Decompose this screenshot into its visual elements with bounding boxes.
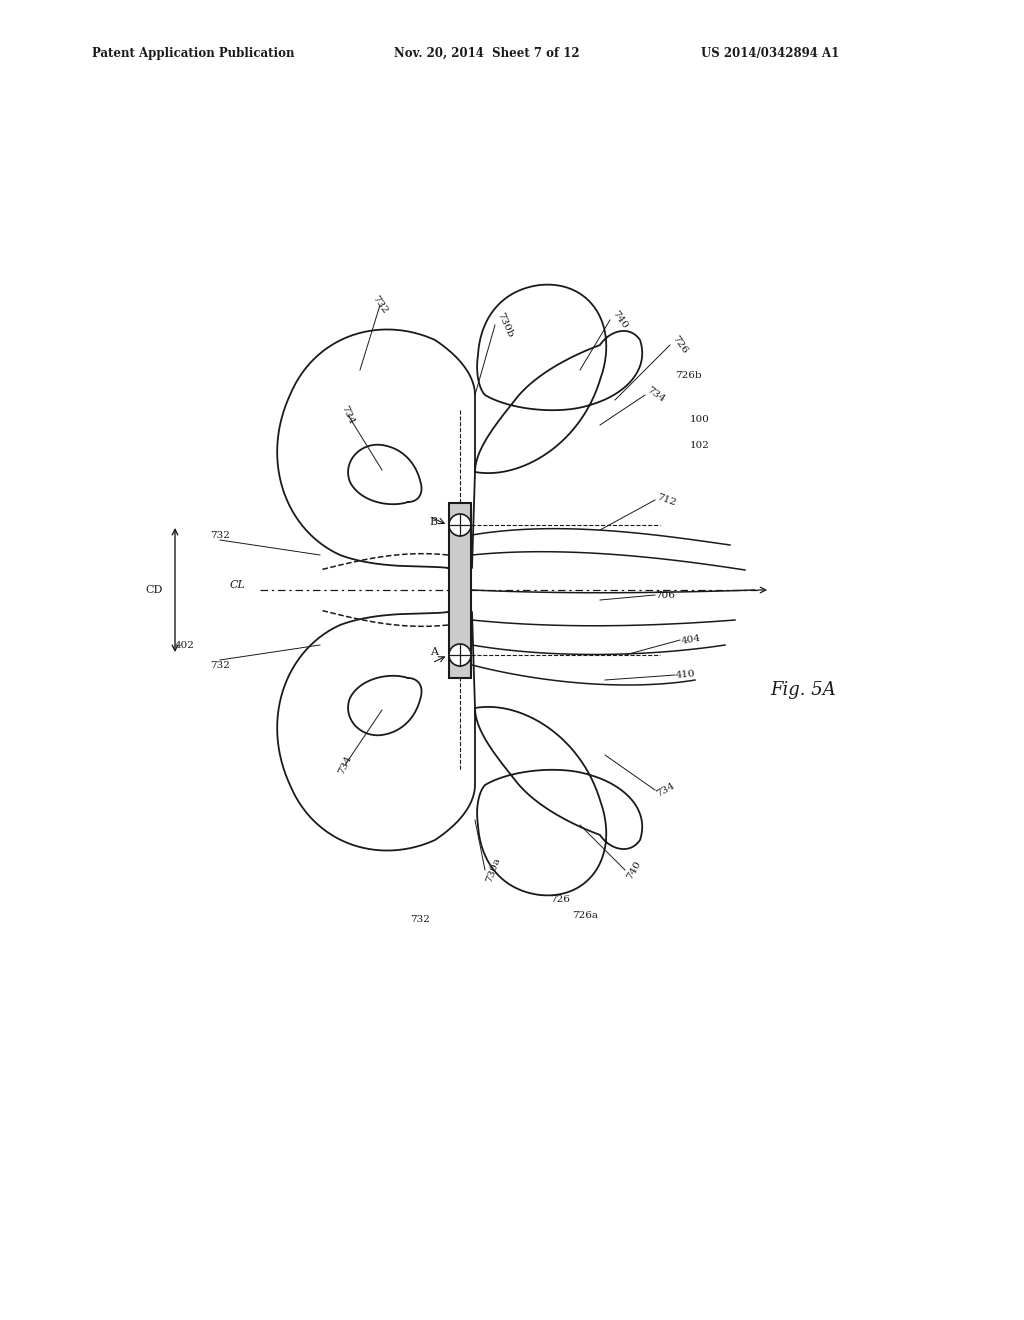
Text: 740: 740	[625, 859, 643, 880]
Text: US 2014/0342894 A1: US 2014/0342894 A1	[701, 46, 840, 59]
Text: 732: 732	[371, 294, 389, 315]
Circle shape	[449, 644, 471, 667]
Text: 102: 102	[690, 441, 710, 450]
Text: 730a: 730a	[485, 857, 503, 884]
Text: Patent Application Publication: Patent Application Publication	[92, 46, 295, 59]
Circle shape	[449, 513, 471, 536]
Text: 730b: 730b	[495, 312, 514, 339]
Text: CL: CL	[229, 579, 245, 590]
Text: 726: 726	[670, 334, 689, 355]
Text: 712: 712	[655, 492, 677, 508]
Text: A: A	[430, 647, 438, 657]
Text: 726b: 726b	[675, 371, 701, 380]
Text: 732: 732	[410, 916, 430, 924]
Text: 732: 732	[210, 531, 229, 540]
Text: 404: 404	[680, 634, 701, 647]
Polygon shape	[278, 612, 642, 895]
Text: 734: 734	[645, 385, 667, 404]
Polygon shape	[348, 445, 422, 504]
Text: Nov. 20, 2014  Sheet 7 of 12: Nov. 20, 2014 Sheet 7 of 12	[394, 46, 580, 59]
Text: 734: 734	[655, 781, 677, 799]
Text: 734: 734	[340, 404, 356, 426]
Text: 726: 726	[550, 895, 570, 904]
Text: Fig. 5A: Fig. 5A	[770, 681, 836, 700]
Text: CD: CD	[145, 585, 163, 595]
Polygon shape	[278, 285, 642, 568]
Text: 734: 734	[337, 754, 353, 776]
Text: 100: 100	[690, 416, 710, 425]
Text: 740: 740	[610, 309, 629, 331]
Polygon shape	[348, 676, 422, 735]
Text: B: B	[430, 517, 438, 527]
Text: 726a: 726a	[572, 911, 598, 920]
Text: 402: 402	[175, 640, 195, 649]
Text: 706: 706	[655, 590, 675, 599]
Text: 732: 732	[210, 660, 229, 669]
Bar	[449, 503, 471, 678]
Text: 410: 410	[675, 669, 695, 680]
